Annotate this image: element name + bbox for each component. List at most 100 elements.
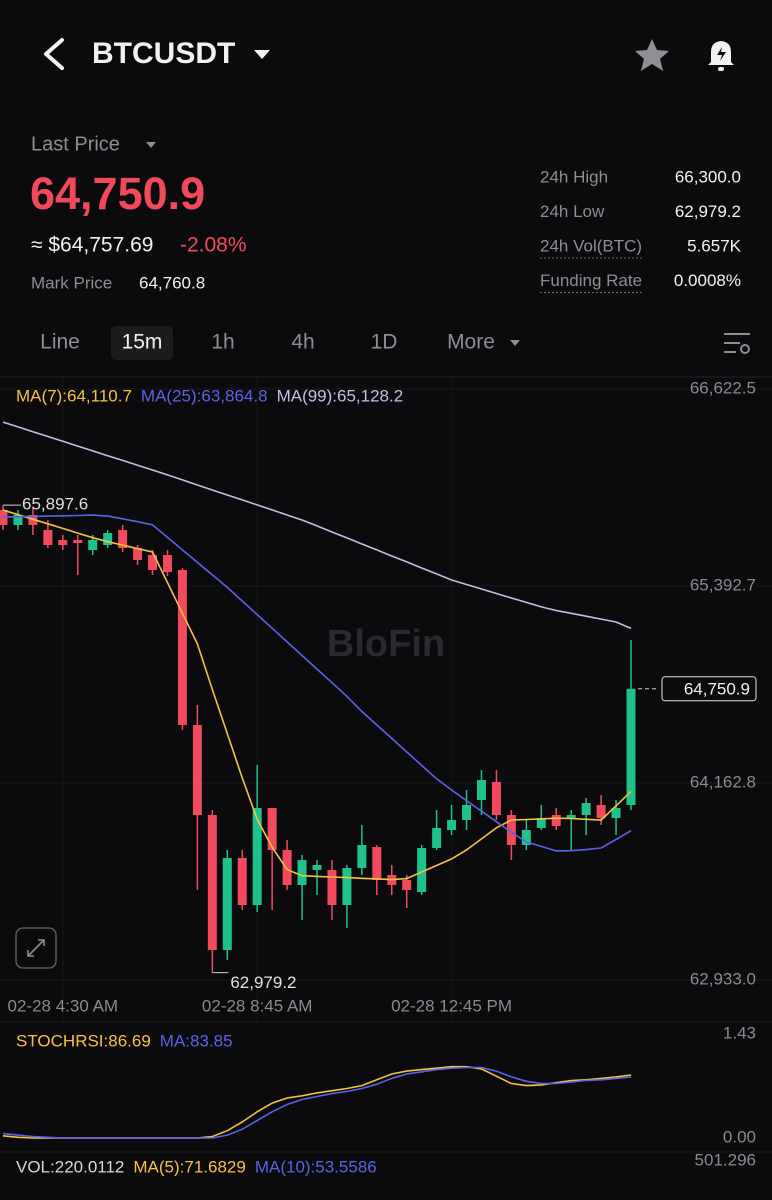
candle-body — [267, 808, 277, 851]
candle-body — [357, 845, 367, 869]
charts: BloFin 62,933.0 64,162.8 65,392.7 66,622.5 02… — [0, 377, 772, 1176]
candle-body — [521, 830, 531, 846]
stat-value: 62,979.2 — [675, 202, 741, 221]
ma-line — [2, 421, 632, 630]
candle-body — [192, 725, 202, 816]
y-tick-label: 66,622.5 — [690, 378, 756, 397]
legend-entry: STOCHRSI:86.69 — [16, 1031, 151, 1050]
candle-body — [581, 803, 591, 816]
usd-price: ≈ $64,757.69 — [31, 234, 153, 257]
y-tick-label: 65,392.7 — [690, 575, 756, 594]
candle-body — [536, 818, 546, 829]
last-price: 64,750.9 — [30, 168, 205, 219]
last-price-label[interactable]: Last Price — [31, 133, 120, 155]
back-button[interactable] — [44, 38, 64, 70]
candle-body — [312, 865, 322, 871]
candle-body — [327, 870, 337, 906]
interval-tab[interactable]: 4h — [291, 331, 314, 354]
stat-label: Funding Rate — [540, 271, 642, 290]
annotation: 62,979.2 — [230, 973, 296, 992]
symbol[interactable]: BTCUSDT — [92, 37, 235, 70]
candle-body — [402, 880, 412, 891]
candle-body — [43, 530, 53, 546]
legend-entry: VOL:220.0112 — [16, 1157, 124, 1176]
ma-line — [2, 514, 632, 852]
legend-entry: MA(25):63,864.8 — [141, 386, 268, 405]
price-change: -2.08% — [180, 234, 247, 257]
stats: 24h High 66,300.0 24h Low 62,979.2 24h Vol(B… — [540, 167, 742, 293]
candle-body — [282, 850, 292, 886]
candle-body — [506, 815, 516, 846]
x-tick-label: 02-28 8:45 AM — [202, 996, 313, 1015]
candle-body — [432, 828, 442, 849]
legend-entry: MA:83.85 — [160, 1031, 233, 1050]
candle-body — [118, 530, 128, 548]
candle-body — [566, 815, 576, 819]
y-tick-label: 0.00 — [723, 1127, 756, 1146]
fullscreen-button[interactable] — [15, 927, 57, 969]
interval-tabs: Line 15m 1h 4h 1D More — [40, 331, 520, 354]
candle-body — [222, 858, 232, 951]
candle-body — [447, 820, 457, 831]
candle-body — [476, 780, 486, 801]
last-price-box — [661, 676, 757, 702]
candle-body — [417, 848, 427, 893]
candle-body — [103, 533, 113, 546]
symbol-dropdown[interactable] — [254, 50, 270, 59]
mark-price-label: Mark Price — [31, 273, 112, 292]
candle-body — [58, 540, 68, 546]
legend-entry: MA(99):65,128.2 — [277, 386, 404, 405]
candle-body — [207, 815, 217, 951]
candle-body — [626, 688, 636, 806]
stat-label: 24h Vol(BTC) — [540, 236, 642, 255]
interval-tab[interactable]: Line — [40, 331, 80, 354]
stat-value: 5.657K — [687, 236, 742, 255]
dropdown-caret — [510, 340, 520, 346]
candle-body — [148, 554, 158, 571]
interval-tab[interactable]: 15m — [122, 331, 163, 354]
legend-entry: MA(10):53.5586 — [255, 1157, 377, 1176]
candle-body — [372, 847, 382, 881]
stat-value: 0.0008% — [674, 271, 741, 290]
y-tick-label: 64,162.8 — [690, 772, 756, 791]
dropdown-caret — [146, 142, 156, 148]
candle-body — [88, 540, 98, 551]
candle-body — [237, 858, 247, 906]
price-alert[interactable] — [708, 41, 734, 71]
candle-body — [73, 540, 83, 544]
candle-body — [491, 782, 501, 816]
y-tick-label: 1.43 — [723, 1023, 756, 1042]
x-tick-label: 02-28 4:30 AM — [8, 996, 119, 1015]
stat-value: 66,300.0 — [675, 167, 741, 186]
y-tick-label: 501.296 — [695, 1150, 756, 1169]
candle-body — [133, 547, 143, 561]
legend-entry: MA(7):64,110.7 — [16, 386, 132, 405]
stat-label: 24h High — [540, 167, 608, 186]
candle-body — [596, 805, 606, 819]
candle-body — [551, 815, 561, 827]
mark-price: 64,760.8 — [139, 273, 205, 292]
interval-tab[interactable]: 1h — [211, 331, 234, 354]
watermark: BloFin — [327, 623, 445, 665]
candle-body — [342, 868, 352, 906]
selected-interval-bg — [111, 326, 173, 360]
stat-label: 24h Low — [540, 202, 605, 221]
candle-body — [462, 805, 472, 821]
candle-body — [611, 808, 621, 819]
x-tick-label: 02-28 12:45 PM — [391, 996, 512, 1015]
favorite-star[interactable] — [635, 39, 669, 71]
y-tick-label: 62,933.0 — [690, 969, 756, 988]
candle-body — [13, 515, 23, 525]
annotation: 65,897.6 — [22, 495, 88, 514]
interval-tab[interactable]: 1D — [371, 331, 398, 354]
candle-body — [252, 808, 262, 906]
candle-body — [297, 860, 307, 886]
last-price-tag: 64,750.9 — [684, 679, 750, 698]
stoch-line — [2, 1066, 632, 1139]
chart-settings[interactable] — [724, 333, 750, 354]
interval-tab[interactable]: More — [447, 331, 495, 354]
ma-line — [2, 509, 632, 881]
legend-entry: MA(5):71.6829 — [133, 1157, 245, 1176]
candle-body — [177, 570, 187, 726]
